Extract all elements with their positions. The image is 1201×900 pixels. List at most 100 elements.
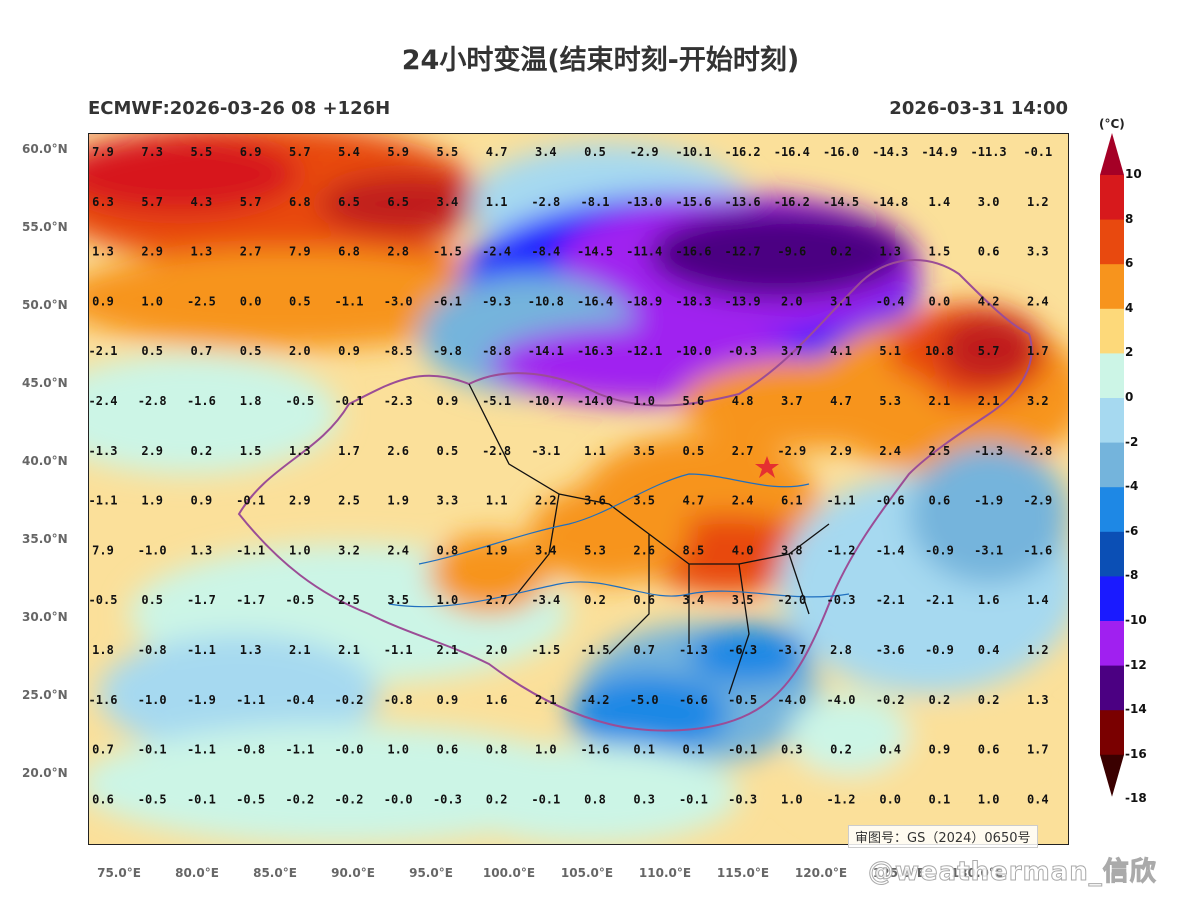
- grid-value: 3.5: [633, 444, 655, 458]
- grid-value: 2.9: [830, 444, 852, 458]
- grid-value: 2.8: [387, 245, 409, 259]
- grid-value: -0.1: [187, 792, 216, 806]
- grid-value: 1.8: [92, 643, 114, 657]
- grid-value: 2.4: [732, 494, 754, 508]
- colorbar-label: 8: [1125, 211, 1134, 226]
- grid-value: 2.9: [289, 494, 311, 508]
- grid-value: -2.4: [89, 394, 117, 408]
- grid-value: 0.5: [437, 444, 459, 458]
- grid-value: -1.3: [679, 643, 708, 657]
- grid-value: -1.1: [384, 643, 413, 657]
- colorbar-segment: [1100, 665, 1124, 711]
- grid-value: -2.5: [187, 294, 216, 308]
- grid-value: 4.7: [486, 145, 508, 159]
- grid-value: 1.4: [1027, 593, 1049, 607]
- grid-value: 4.1: [830, 344, 852, 358]
- grid-value: -1.1: [236, 693, 265, 707]
- grid-value: 3.7: [781, 344, 803, 358]
- grid-value: -10.0: [675, 344, 711, 358]
- grid-value: 2.0: [781, 294, 803, 308]
- grid-value: 0.0: [240, 294, 262, 308]
- grid-value: -14.5: [577, 245, 613, 259]
- lon-tick-120: 120.0°E: [794, 866, 848, 880]
- grid-value: 0.2: [929, 693, 951, 707]
- grid-value: -2.8: [1023, 444, 1052, 458]
- grid-value: 5.3: [584, 543, 606, 557]
- grid-value: 1.7: [1027, 743, 1049, 757]
- colorbar-segment: [1100, 531, 1124, 577]
- grid-value: 2.7: [732, 444, 754, 458]
- grid-value: -3.6: [876, 643, 905, 657]
- grid-value: -1.1: [335, 294, 364, 308]
- grid-value: -1.1: [285, 743, 314, 757]
- colorbar: [1100, 133, 1124, 797]
- grid-value: -0.4: [285, 693, 314, 707]
- lon-tick-105: 105.0°E: [560, 866, 614, 880]
- grid-value: 2.5: [338, 494, 360, 508]
- grid-value: 2.8: [830, 643, 852, 657]
- grid-value: -5.1: [482, 394, 511, 408]
- grid-value: 0.2: [584, 593, 606, 607]
- grid-value: -1.6: [1023, 543, 1052, 557]
- grid-value: 3.1: [830, 294, 852, 308]
- grid-value: 4.8: [732, 394, 754, 408]
- colorbar-segment: [1100, 308, 1124, 354]
- grid-value: -16.0: [823, 145, 859, 159]
- grid-value: -2.9: [1023, 494, 1052, 508]
- grid-value: -0.0: [335, 743, 364, 757]
- grid-value: 0.5: [240, 344, 262, 358]
- grid-value: 2.1: [978, 394, 1000, 408]
- lon-tick-80: 80.0°E: [175, 866, 219, 880]
- grid-value: -1.5: [433, 245, 462, 259]
- grid-value: 3.7: [781, 394, 803, 408]
- grid-value: -0.2: [285, 792, 314, 806]
- grid-value: -16.4: [577, 294, 613, 308]
- colorbar-segment: [1100, 175, 1124, 221]
- grid-value: 0.4: [879, 743, 901, 757]
- grid-value: -4.0: [777, 693, 806, 707]
- grid-value: -0.8: [384, 693, 413, 707]
- colorbar-label: -2: [1125, 434, 1139, 449]
- grid-value: 0.5: [141, 344, 163, 358]
- grid-value: 3.5: [387, 593, 409, 607]
- colorbar-label: 0: [1125, 390, 1134, 404]
- grid-value: 0.5: [683, 444, 705, 458]
- grid-value: 0.8: [486, 743, 508, 757]
- grid-value: -13.9: [725, 294, 761, 308]
- colorbar-segment: [1100, 487, 1124, 533]
- colorbar-segment: [1100, 398, 1124, 444]
- grid-value: 2.9: [141, 444, 163, 458]
- grid-value: 5.5: [191, 145, 213, 159]
- grid-value: -1.5: [581, 643, 610, 657]
- grid-value: 0.4: [1027, 792, 1049, 806]
- grid-value: -1.6: [89, 693, 117, 707]
- grid-value: 5.3: [879, 394, 901, 408]
- grid-value: 2.4: [879, 444, 901, 458]
- grid-value: -0.8: [138, 643, 167, 657]
- grid-value: 3.8: [781, 543, 803, 557]
- grid-value: -1.7: [187, 593, 216, 607]
- grid-value: 3.4: [437, 195, 459, 209]
- grid-value: 10.8: [925, 344, 954, 358]
- grid-value: -3.1: [531, 444, 560, 458]
- grid-value: 1.9: [486, 543, 508, 557]
- grid-value: 5.9: [387, 145, 409, 159]
- grid-value: 2.5: [338, 593, 360, 607]
- grid-value: 0.6: [92, 792, 114, 806]
- grid-value: 1.9: [141, 494, 163, 508]
- grid-value: 2.6: [387, 444, 409, 458]
- grid-value: -1.2: [827, 543, 856, 557]
- grid-value: 0.5: [289, 294, 311, 308]
- grid-value: 0.6: [437, 743, 459, 757]
- grid-value: 3.2: [1027, 394, 1049, 408]
- grid-value: -14.3: [872, 145, 908, 159]
- colorbar-segment: [1100, 219, 1124, 265]
- colorbar-label: -16: [1125, 746, 1147, 761]
- grid-value: 1.3: [240, 643, 262, 657]
- lon-tick-100: 100.0°E: [482, 866, 536, 880]
- grid-value: -0.1: [679, 792, 708, 806]
- grid-value: 2.7: [240, 245, 262, 259]
- grid-value: -12.1: [626, 344, 662, 358]
- grid-value: 6.8: [289, 195, 311, 209]
- colorbar-label: -18: [1125, 791, 1147, 806]
